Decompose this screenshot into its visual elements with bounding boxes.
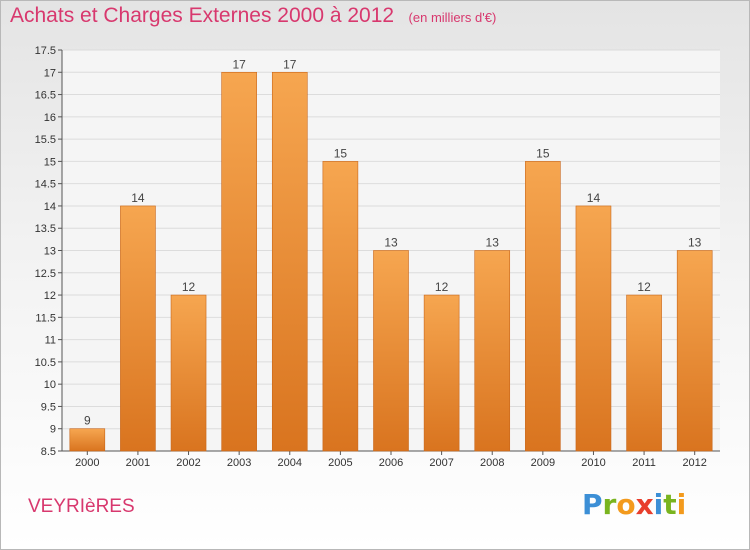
data-label: 9: [84, 414, 91, 428]
x-tick-label: 2008: [480, 457, 504, 469]
x-tick-label: 2001: [126, 457, 150, 469]
unit-note: (en milliers d'€): [408, 10, 497, 25]
data-label: 14: [587, 191, 601, 205]
x-tick-label: 2005: [328, 457, 352, 469]
chart-title: Achats et Charges Externes 2000 à 2012 (…: [10, 4, 496, 28]
logo-letter: t: [663, 488, 677, 521]
bar: [322, 161, 359, 452]
data-label: 15: [334, 146, 348, 160]
x-tick-label: 2007: [429, 457, 453, 469]
bar: [69, 428, 106, 452]
data-label: 13: [384, 236, 398, 250]
bar: [373, 250, 409, 452]
data-label: 12: [182, 280, 196, 294]
title-text: Achats et Charges Externes 2000 à 2012: [10, 4, 395, 27]
logo-letter: i: [653, 488, 664, 521]
town-name: VEYRIèRES: [28, 496, 135, 517]
y-tick-label: 17: [44, 67, 56, 79]
data-label: 12: [637, 280, 651, 294]
data-label: 17: [232, 57, 246, 71]
bar: [626, 294, 662, 452]
data-label: 13: [486, 236, 500, 250]
y-tick-label: 13: [44, 246, 56, 258]
y-tick-label: 11: [45, 335, 56, 347]
x-tick-label: 2003: [227, 457, 251, 469]
x-tick-label: 2009: [531, 457, 555, 469]
y-tick-label: 15.5: [35, 134, 56, 146]
y-tick-label: 12.5: [35, 268, 56, 280]
y-tick-label: 16.5: [35, 90, 56, 102]
y-tick-label: 17.5: [35, 45, 56, 57]
bar: [221, 71, 257, 452]
x-tick-label: 2000: [75, 457, 99, 469]
y-tick-label: 14.5: [35, 179, 56, 191]
x-tick-label: 2002: [176, 457, 200, 469]
x-tick-label: 2010: [581, 457, 605, 469]
x-tick-label: 2012: [682, 457, 706, 469]
y-tick-label: 8.5: [41, 446, 56, 458]
logo-letter: x: [635, 488, 654, 521]
y-tick-label: 13.5: [35, 223, 56, 235]
x-tick-label: 2006: [379, 457, 403, 469]
bar: [676, 250, 713, 452]
data-label: 14: [131, 191, 145, 205]
logo-letter: P: [582, 488, 603, 521]
bar: [423, 294, 460, 452]
y-tick-label: 12: [44, 290, 56, 302]
bar: [525, 161, 561, 452]
bar: [120, 205, 156, 452]
x-tick-label: 2004: [278, 457, 302, 469]
data-label: 17: [283, 57, 297, 71]
bar: [474, 250, 511, 452]
y-tick-label: 16: [44, 112, 56, 124]
y-tick-label: 11.5: [35, 312, 56, 324]
data-label: 13: [688, 236, 702, 250]
bar: [271, 71, 308, 452]
y-tick-label: 14: [44, 201, 56, 213]
y-tick-label: 10.5: [35, 357, 56, 369]
bar: [170, 294, 207, 452]
bar: [575, 205, 612, 452]
y-tick-label: 9.5: [41, 401, 56, 413]
data-label: 12: [435, 280, 449, 294]
proxiti-logo: Proxiti: [582, 488, 686, 521]
y-tick-label: 9: [50, 424, 56, 436]
logo-letter: r: [602, 488, 617, 521]
y-tick-label: 10: [44, 379, 56, 391]
logo-letter: o: [616, 488, 636, 521]
logo-letter: i: [676, 488, 687, 521]
x-tick-label: 2011: [632, 457, 656, 469]
data-label: 15: [536, 146, 550, 160]
y-tick-label: 15: [44, 156, 56, 168]
